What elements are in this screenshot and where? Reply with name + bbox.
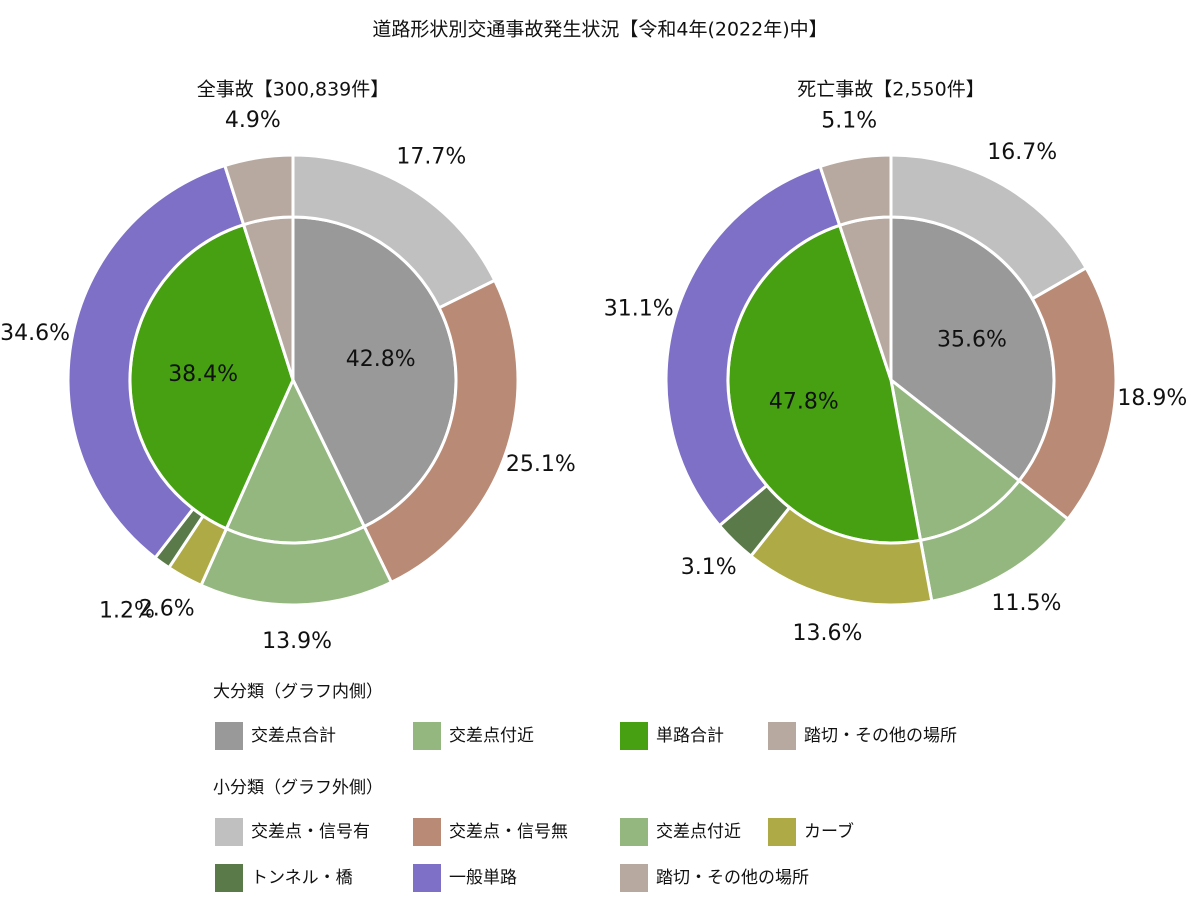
- legend-label: 交差点・信号無: [449, 822, 568, 842]
- legend-swatch: [768, 818, 796, 846]
- legend-swatch: [413, 864, 441, 892]
- legend-swatch: [215, 818, 243, 846]
- chart-title: 死亡事故【2,550件】: [797, 79, 984, 101]
- value-label: 5.1%: [821, 108, 877, 133]
- outer-slice: [222, 153, 295, 227]
- value-label: 4.9%: [225, 108, 281, 133]
- outer-slice: [664, 164, 842, 528]
- legend-label: 交差点合計: [251, 726, 336, 746]
- value-label: 38.4%: [168, 362, 238, 387]
- value-label: 25.1%: [506, 452, 576, 477]
- legend-label: 一般単路: [449, 868, 517, 888]
- value-label: 11.5%: [992, 591, 1062, 616]
- outer-slice: [66, 163, 246, 560]
- value-label: 3.1%: [681, 555, 737, 580]
- value-label: 13.9%: [262, 629, 332, 654]
- value-label: 35.6%: [937, 328, 1007, 353]
- legend-label: 踏切・その他の場所: [804, 726, 957, 746]
- outer-slice: [818, 153, 893, 228]
- legend-swatch: [413, 818, 441, 846]
- legend-group-title: 小分類（グラフ外側）: [213, 778, 383, 798]
- legend-swatch: [768, 722, 796, 750]
- legend-label: カーブ: [804, 821, 854, 842]
- value-label: 42.8%: [346, 347, 416, 372]
- legend-label: 交差点付近: [449, 726, 534, 746]
- page-title: 道路形状別交通事故発生状況【令和4年(2022年)中】: [372, 19, 827, 41]
- legend-label: 単路合計: [656, 726, 724, 746]
- chart-title: 全事故【300,839件】: [197, 79, 390, 101]
- legend-label: 踏切・その他の場所: [656, 868, 809, 888]
- value-label: 47.8%: [769, 389, 839, 414]
- value-label: 31.1%: [604, 296, 674, 321]
- legend-swatch: [620, 722, 648, 750]
- legend-group-title: 大分類（グラフ内側）: [213, 682, 383, 702]
- value-label: 34.6%: [0, 321, 70, 346]
- value-label: 16.7%: [987, 140, 1057, 165]
- legend-swatch: [620, 818, 648, 846]
- legend-swatch: [215, 722, 243, 750]
- legend-label: トンネル・橋: [251, 868, 353, 888]
- value-label: 18.9%: [1117, 386, 1187, 411]
- legend-swatch: [413, 722, 441, 750]
- value-label: 1.2%: [99, 599, 155, 624]
- legend-swatch: [620, 864, 648, 892]
- legend-swatch: [215, 864, 243, 892]
- legend-label: 交差点付近: [656, 822, 741, 842]
- value-label: 17.7%: [396, 144, 466, 169]
- value-label: 2.6%: [139, 597, 195, 622]
- legend-label: 交差点・信号有: [251, 822, 370, 842]
- value-label: 13.6%: [792, 621, 862, 646]
